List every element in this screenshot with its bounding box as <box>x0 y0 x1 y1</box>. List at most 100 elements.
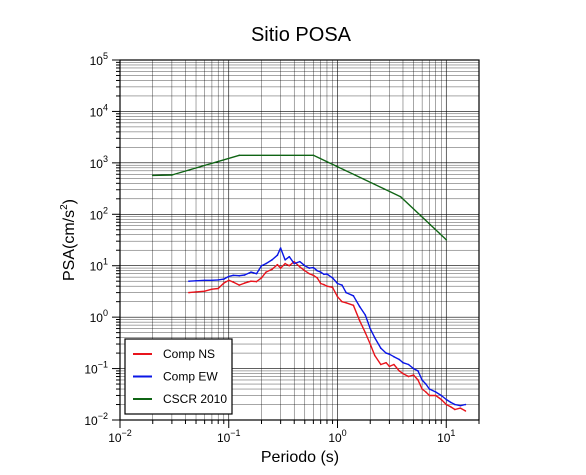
data-point <box>265 262 267 265</box>
data-point <box>279 247 282 249</box>
data-point <box>323 273 325 276</box>
data-point <box>412 367 415 370</box>
data-point <box>398 370 401 372</box>
data-point <box>303 269 306 272</box>
data-point <box>211 279 213 282</box>
data-point <box>364 314 367 316</box>
data-point <box>293 262 296 265</box>
x-tick-label: 10−1 <box>217 428 241 445</box>
data-point <box>364 331 367 334</box>
data-point <box>255 272 258 275</box>
data-point <box>222 278 225 280</box>
data-point <box>276 263 279 266</box>
data-point <box>188 280 190 282</box>
data-point <box>345 291 347 294</box>
data-point <box>417 370 419 372</box>
series-layer <box>151 154 467 412</box>
data-point <box>319 271 322 273</box>
data-point <box>388 353 391 356</box>
data-point <box>434 391 437 393</box>
x-tick-labels: 10−2 10−1 100 101 <box>108 428 455 445</box>
y-tick-label: 100 <box>90 308 108 325</box>
data-point <box>434 394 437 397</box>
series-points-comp-ns <box>188 260 467 412</box>
data-point <box>203 279 206 282</box>
series-line-comp-ew <box>188 247 466 407</box>
data-point <box>217 279 220 281</box>
data-point <box>203 290 206 292</box>
data-point <box>195 279 197 282</box>
data-point <box>399 195 402 198</box>
data-point <box>243 274 246 276</box>
data-point <box>421 379 423 381</box>
data-point <box>336 295 339 298</box>
data-point <box>440 398 443 401</box>
data-point <box>316 269 318 272</box>
data-point <box>425 391 427 393</box>
legend-items: Comp NS Comp EW CSCR 2010 <box>133 347 227 406</box>
data-point <box>312 154 315 157</box>
data-point <box>227 279 230 282</box>
data-point <box>407 375 410 378</box>
data-point <box>459 404 462 407</box>
data-point <box>211 288 213 290</box>
series-points-comp-ew <box>188 247 467 407</box>
data-point <box>271 268 273 271</box>
y-axis-label-sup: 2 <box>59 204 70 210</box>
data-point <box>238 284 241 286</box>
data-point <box>217 287 220 290</box>
data-point <box>421 388 423 390</box>
data-point <box>454 408 456 411</box>
data-point <box>331 277 334 279</box>
data-point <box>373 336 376 339</box>
y-tick-label: 102 <box>90 205 108 222</box>
y-axis-label-prefix: PSA(cm/s <box>61 210 78 281</box>
data-point <box>284 262 286 265</box>
legend: Comp NS Comp EW CSCR 2010 <box>124 338 233 415</box>
data-point <box>222 282 225 284</box>
data-point <box>319 282 322 285</box>
y-tick-label: 10−1 <box>84 360 108 377</box>
x-tick-label: 100 <box>328 428 346 445</box>
data-point <box>250 271 252 273</box>
data-point <box>445 398 448 401</box>
data-point <box>417 379 419 381</box>
data-point <box>369 343 372 345</box>
data-point <box>445 403 448 406</box>
data-point <box>238 154 241 157</box>
x-tick-label: 10−2 <box>108 428 132 445</box>
y-tick-label: 105 <box>90 51 108 68</box>
data-point <box>298 260 301 263</box>
data-point <box>341 284 343 286</box>
data-point <box>393 355 395 358</box>
data-point <box>250 280 252 282</box>
y-axis-label: PSA(cm/s2) <box>59 199 78 281</box>
legend-label: Comp EW <box>163 370 218 384</box>
data-point <box>402 361 404 364</box>
data-point <box>345 302 347 304</box>
y-tick-label: 104 <box>90 102 108 119</box>
data-point <box>459 407 462 409</box>
data-point <box>323 283 325 286</box>
data-point <box>402 372 404 375</box>
data-point <box>227 275 230 278</box>
data-point <box>232 281 235 283</box>
data-point <box>312 274 315 277</box>
x-axis-label: Periodo (s) <box>261 449 339 466</box>
data-point <box>407 363 410 366</box>
legend-label: Comp NS <box>163 347 215 361</box>
data-point <box>232 274 235 277</box>
data-point <box>288 264 291 267</box>
data-point <box>308 272 311 275</box>
data-point <box>331 286 334 289</box>
data-point <box>265 271 267 273</box>
data-point <box>379 363 382 366</box>
data-point <box>398 358 401 361</box>
legend-label: CSCR 2010 <box>163 392 227 406</box>
y-axis-label-suffix: ) <box>61 199 78 204</box>
data-point <box>385 361 387 364</box>
data-point <box>326 273 328 275</box>
data-point <box>454 403 456 406</box>
data-point <box>312 266 315 269</box>
